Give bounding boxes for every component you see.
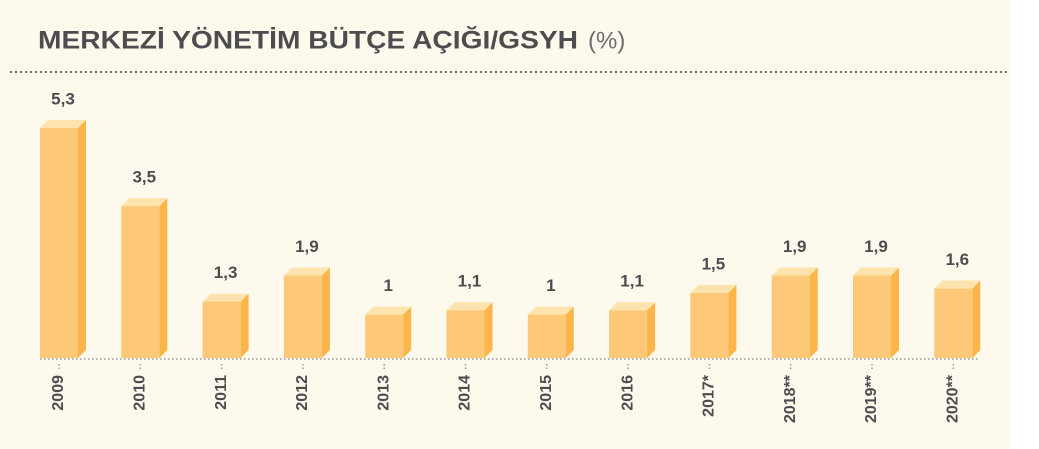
value-label: 1,1 bbox=[620, 272, 644, 291]
bar bbox=[283, 275, 322, 358]
bar-top bbox=[527, 306, 574, 315]
bar-side bbox=[240, 293, 249, 358]
value-label: 1,9 bbox=[295, 237, 319, 256]
bar-top bbox=[934, 280, 981, 289]
bar-side bbox=[647, 302, 656, 358]
x-tick-label: 2013 bbox=[375, 375, 392, 411]
bar bbox=[609, 310, 648, 358]
chart-title: MERKEZİ YÖNETİM BÜTÇE AÇIĞI/GSYH bbox=[38, 26, 578, 55]
bar-top bbox=[853, 267, 899, 276]
bar-side bbox=[78, 119, 86, 358]
bar-side bbox=[159, 198, 168, 358]
bar-top bbox=[40, 119, 86, 128]
x-tick-label: 2012 bbox=[294, 375, 311, 411]
value-label: 1,9 bbox=[783, 237, 807, 256]
bar-top bbox=[771, 267, 818, 276]
bar bbox=[527, 314, 566, 358]
bar-top bbox=[283, 267, 330, 276]
bar bbox=[690, 292, 729, 358]
x-tick-label: 2014 bbox=[457, 375, 474, 411]
bar-side bbox=[972, 280, 981, 358]
bar bbox=[934, 288, 973, 358]
bar-top bbox=[690, 284, 737, 293]
value-label: 3,5 bbox=[132, 168, 156, 187]
bar-top bbox=[446, 302, 493, 311]
bar bbox=[40, 127, 78, 358]
x-tick-label: 2016 bbox=[619, 375, 636, 411]
bar bbox=[853, 275, 891, 358]
value-label: 5,3 bbox=[51, 89, 75, 108]
bar-side bbox=[565, 306, 574, 358]
value-label: 1,1 bbox=[458, 272, 482, 291]
bar-side bbox=[891, 267, 899, 358]
value-label: 1,5 bbox=[702, 254, 726, 273]
value-label: 1,9 bbox=[864, 237, 888, 256]
bar-side bbox=[403, 306, 412, 358]
bar bbox=[121, 206, 160, 358]
value-label: 1 bbox=[546, 276, 555, 295]
bar-top bbox=[202, 293, 249, 302]
x-tick-label: 2009 bbox=[50, 375, 67, 411]
x-tick-label: 2018** bbox=[782, 374, 799, 423]
bar-side bbox=[321, 267, 330, 358]
bar-top bbox=[365, 306, 412, 315]
x-tick-label: 2020** bbox=[945, 374, 962, 423]
bar-side bbox=[809, 267, 818, 358]
value-label: 1,3 bbox=[214, 263, 238, 282]
x-tick-label: 2019** bbox=[863, 374, 880, 423]
chart-unit: (%) bbox=[588, 27, 625, 54]
bar bbox=[446, 310, 485, 358]
x-tick-label: 2017* bbox=[701, 374, 718, 417]
value-label: 1,6 bbox=[945, 250, 969, 269]
bar-side bbox=[484, 302, 493, 358]
x-tick-label: 2015 bbox=[538, 375, 555, 411]
bar-top bbox=[609, 302, 656, 311]
x-tick-label: 2011 bbox=[213, 375, 230, 410]
bar bbox=[365, 314, 404, 358]
bar bbox=[202, 301, 241, 358]
value-label: 1 bbox=[383, 276, 392, 295]
background bbox=[0, 0, 1010, 449]
bar-top bbox=[121, 198, 168, 207]
bar-side bbox=[728, 284, 737, 358]
x-tick-label: 2010 bbox=[132, 375, 149, 411]
bar bbox=[771, 275, 810, 358]
